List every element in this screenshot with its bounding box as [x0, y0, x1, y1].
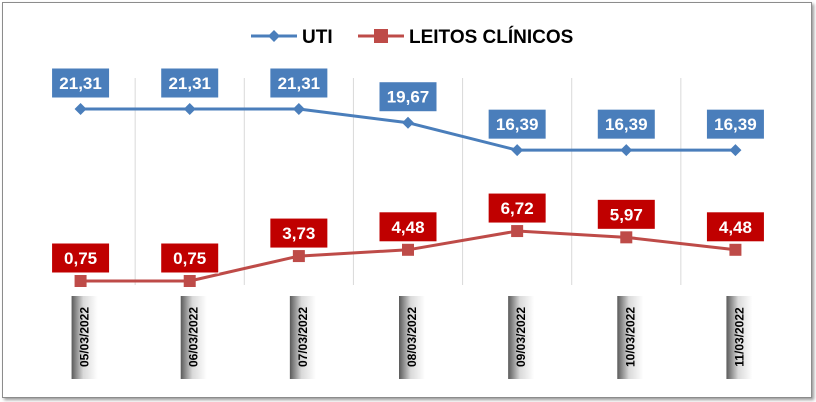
point-marker — [183, 103, 196, 115]
point-marker — [74, 103, 87, 115]
data-label: 4,48 — [391, 218, 424, 237]
point-marker — [511, 225, 524, 238]
point-marker — [402, 116, 414, 129]
point-marker — [292, 103, 305, 115]
data-label: 16,39 — [714, 115, 757, 134]
tick-label-bg — [71, 296, 98, 379]
tick-label: 10/03/2022 — [623, 307, 637, 367]
data-label: 4,48 — [719, 218, 752, 237]
data-label-box — [705, 211, 765, 243]
data-label: 16,39 — [605, 115, 648, 134]
legend-label-leitos: LEITOS CLÍNICOS — [409, 26, 573, 48]
legend-label-uti: UTI — [302, 27, 333, 48]
point-marker — [620, 144, 633, 157]
tick-label-bg — [289, 296, 316, 379]
x-axis-ticks: 05/03/2022 06/03/2022 07/03/2022 08/03/2022… — [71, 296, 753, 379]
point-marker — [292, 250, 305, 263]
tick-label: 11/03/2022 — [732, 307, 746, 367]
data-label-box — [160, 67, 220, 99]
data-label-box — [487, 192, 547, 224]
legend-marker-uti — [268, 30, 280, 42]
data-label-box — [160, 242, 220, 274]
point-marker — [402, 243, 414, 256]
data-label: 0,75 — [64, 249, 97, 268]
chart-gridlines — [134, 78, 682, 285]
data-label-box — [51, 67, 111, 99]
point-marker — [74, 275, 87, 287]
tick-label-bg — [726, 296, 753, 379]
chart-data-labels: 21,31 21,31 21,31 19,67 16,39 16,39 16,39 0,75 0… — [51, 67, 765, 274]
data-label-box — [269, 217, 329, 249]
data-label-box — [596, 198, 656, 230]
point-marker — [620, 231, 633, 244]
chart-series — [74, 103, 742, 287]
point-marker — [183, 275, 196, 287]
data-label: 21,31 — [168, 74, 211, 93]
tick-label: 07/03/2022 — [296, 307, 310, 367]
data-label-box — [596, 108, 656, 140]
data-label: 0,75 — [173, 249, 206, 268]
tick-label: 05/03/2022 — [78, 307, 92, 367]
chart-legend: UTI LEITOS CLÍNICOS — [251, 26, 573, 48]
line-chart: UTI LEITOS CLÍNICOS 05/03/2022 06/03/2022 0… — [51, 26, 765, 379]
data-label-box — [705, 108, 765, 140]
data-label: 3,73 — [282, 224, 315, 243]
data-label-box — [378, 81, 438, 113]
data-label-box — [269, 67, 329, 99]
data-label-box — [378, 211, 438, 243]
tick-label: 08/03/2022 — [405, 307, 419, 367]
legend-marker-leitos — [374, 29, 388, 43]
tick-label: 06/03/2022 — [187, 307, 201, 367]
tick-label-bg — [399, 296, 425, 379]
tick-label-bg — [508, 296, 535, 379]
data-label-box — [51, 242, 111, 274]
data-label: 21,31 — [278, 74, 321, 93]
point-marker — [511, 144, 524, 157]
chart-frame: UTI LEITOS CLÍNICOS 05/03/2022 06/03/2022 0… — [2, 2, 812, 398]
data-label: 6,72 — [501, 199, 534, 218]
point-marker — [729, 144, 742, 157]
data-label: 16,39 — [496, 115, 539, 134]
data-label: 21,31 — [59, 74, 102, 93]
data-label-box — [487, 108, 547, 140]
tick-label-bg — [617, 296, 644, 379]
data-label: 5,97 — [610, 205, 643, 224]
data-label: 19,67 — [387, 88, 430, 107]
point-marker — [729, 243, 742, 256]
tick-label-bg — [180, 296, 207, 379]
tick-label: 09/03/2022 — [514, 307, 528, 367]
